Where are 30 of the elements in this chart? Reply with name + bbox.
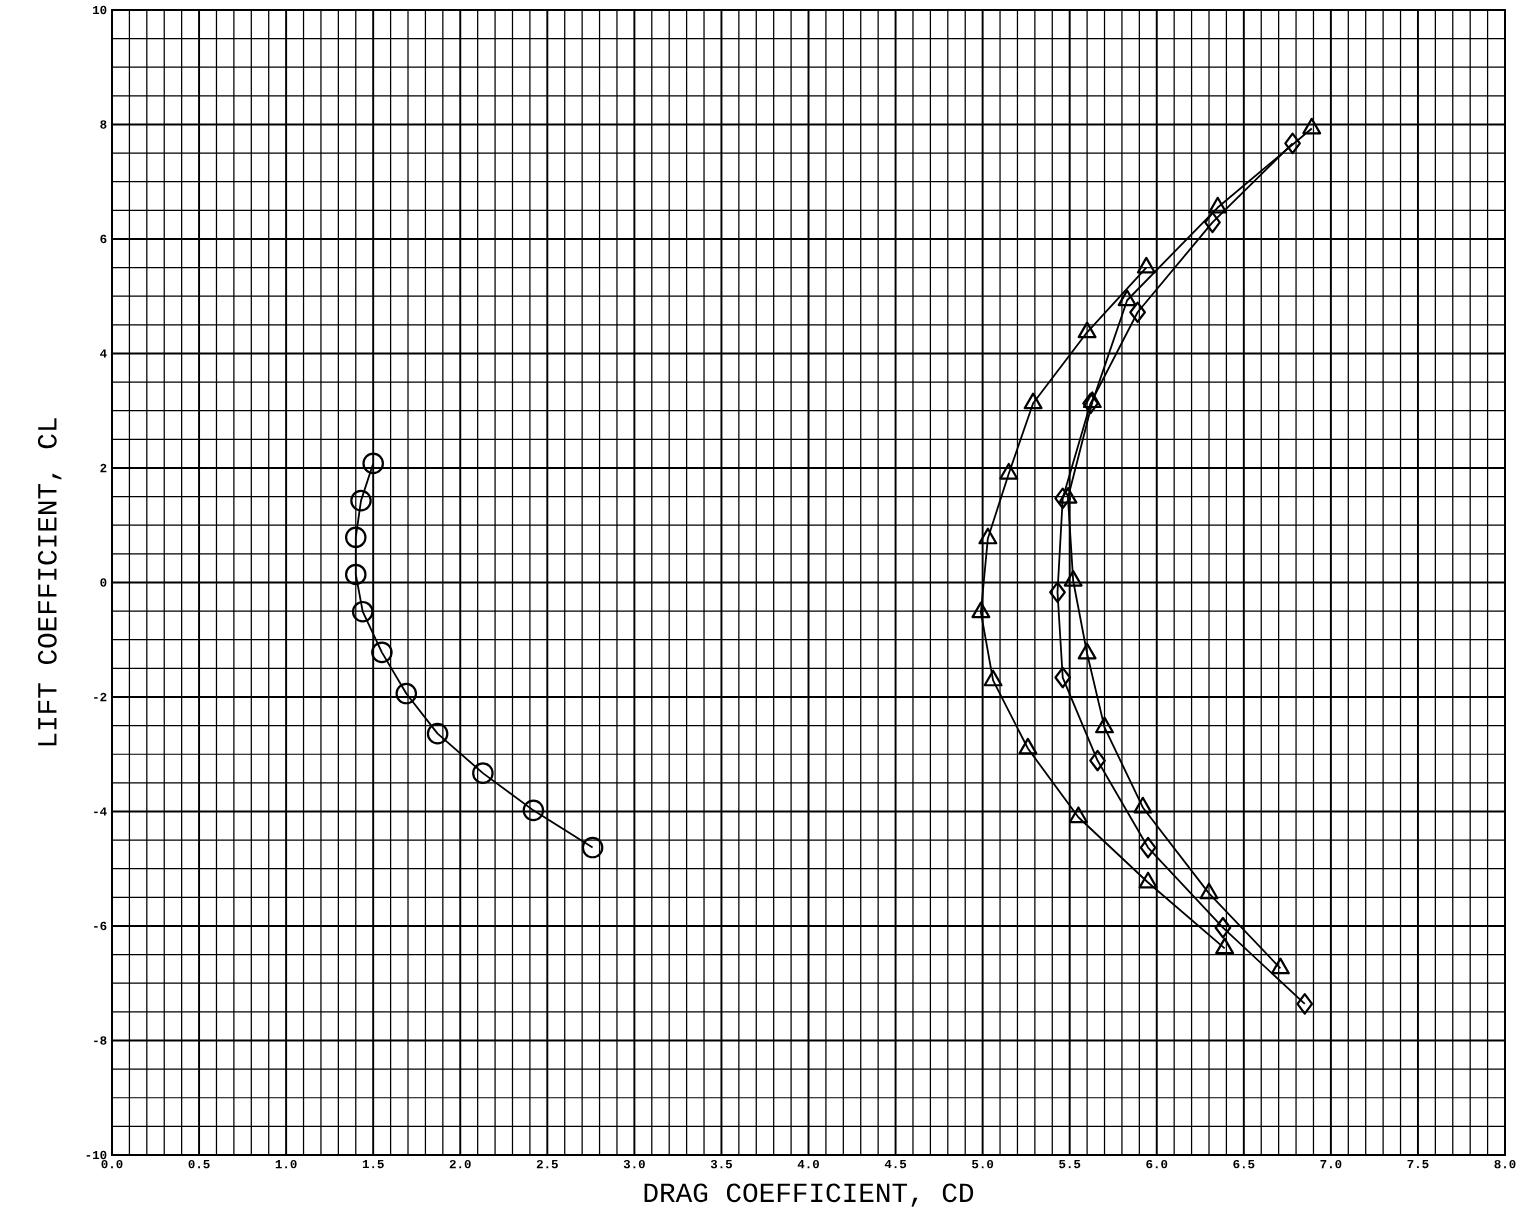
x-tick-label: 2.5	[536, 1159, 558, 1169]
x-axis-title: DRAG COEFFICIENT, CD	[644, 1183, 974, 1207]
y-tick-label: -8	[94, 1036, 107, 1045]
y-tick-label: -6	[94, 921, 107, 931]
y-tick-label: 10	[93, 5, 107, 15]
x-tick-label: 2.0	[449, 1159, 471, 1169]
x-tick-label: 3.5	[710, 1159, 733, 1169]
x-tick-label: 1.0	[275, 1159, 297, 1169]
x-tick-label: 3.0	[623, 1159, 645, 1169]
x-tick-label: 0.0	[101, 1159, 123, 1169]
y-tick-label: 8	[100, 120, 107, 129]
y-tick-label: -10	[86, 1150, 107, 1160]
x-tick-label: 6.5	[1233, 1159, 1255, 1169]
x-tick-label: 4.0	[797, 1159, 819, 1169]
y-tick-label: 6	[100, 234, 107, 244]
x-tick-label: 7.0	[1320, 1159, 1342, 1169]
x-tick-label: 6.0	[1146, 1159, 1168, 1169]
x-tick-label: 4.5	[884, 1159, 907, 1169]
y-tick-label: -2	[94, 692, 107, 702]
y-tick-label: 2	[100, 463, 107, 473]
y-tick-label: 4	[100, 349, 107, 358]
y-tick-label: 0	[100, 578, 107, 587]
x-tick-label: 8.0	[1494, 1159, 1516, 1169]
x-tick-label: 5.5	[1059, 1159, 1081, 1169]
x-tick-label: 0.5	[188, 1159, 210, 1169]
x-tick-label: 1.5	[362, 1159, 384, 1169]
y-axis-title: LIFT COEFFICIENT, CL	[37, 418, 62, 746]
x-tick-label: 7.5	[1407, 1159, 1429, 1169]
x-tick-label: 5.0	[972, 1159, 994, 1169]
y-tick-label: -4	[94, 807, 107, 816]
